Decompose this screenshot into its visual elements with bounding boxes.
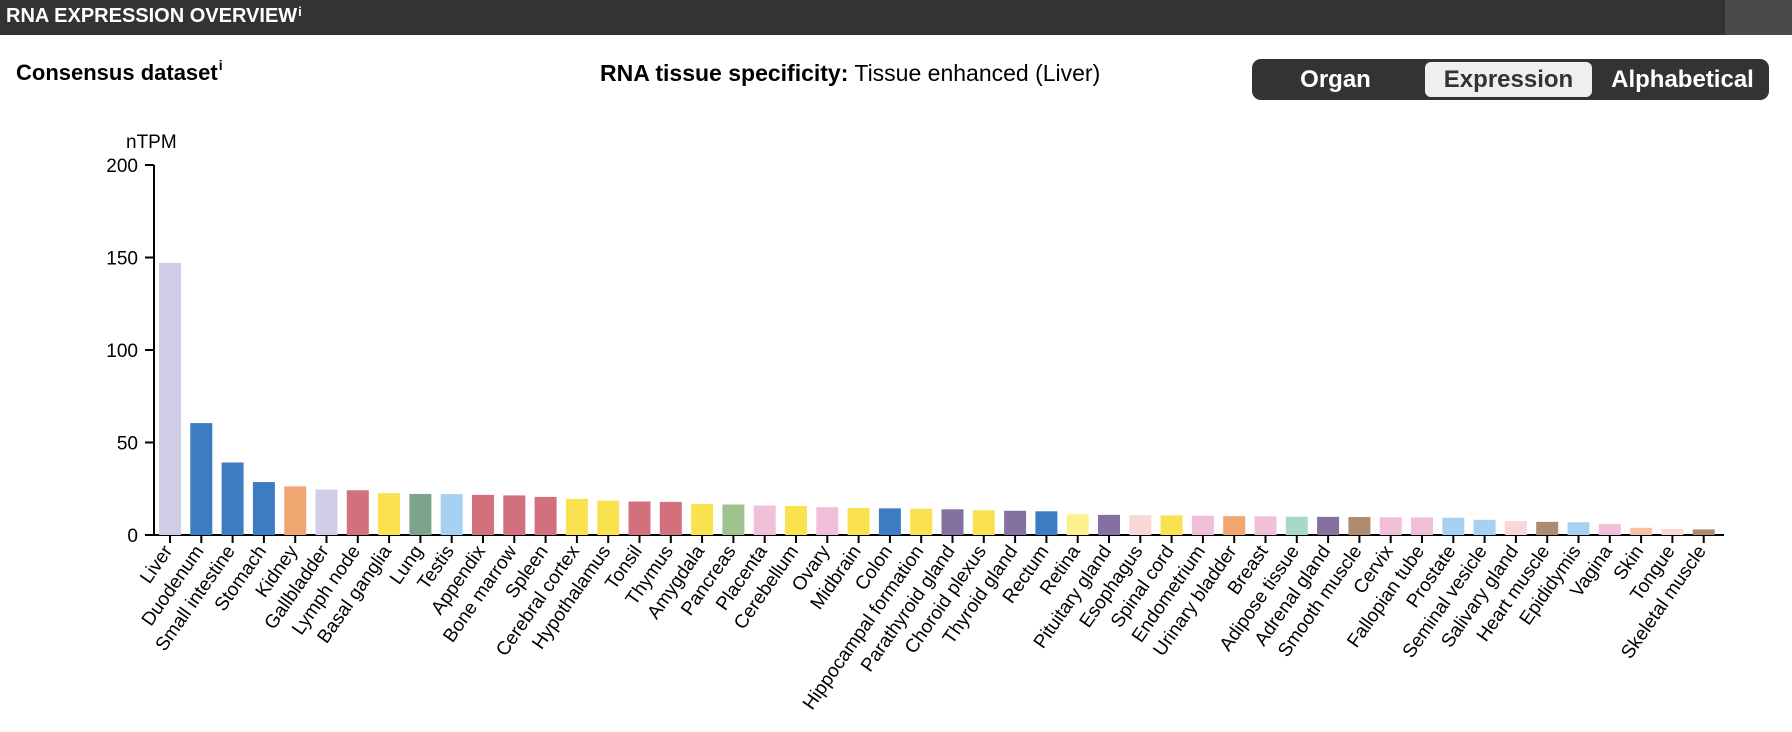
sort-option-organ[interactable]: Organ — [1300, 66, 1371, 93]
specificity-label: RNA tissue specificity: — [600, 60, 849, 86]
section-title: RNA EXPRESSION OVERVIEWi — [6, 4, 302, 27]
y-tick-label: 200 — [106, 156, 138, 177]
y-tick-label: 0 — [127, 526, 138, 547]
bar — [1692, 529, 1715, 535]
bar — [1567, 522, 1590, 535]
bar — [722, 504, 745, 535]
bar — [1598, 523, 1621, 535]
bar — [1630, 527, 1653, 535]
specificity-value: Tissue enhanced (Liver) — [854, 60, 1101, 86]
bar — [1254, 516, 1277, 535]
bar — [503, 495, 526, 535]
bar — [1160, 515, 1183, 535]
info-icon[interactable]: i — [298, 4, 302, 19]
bar — [565, 498, 588, 535]
bar — [1661, 529, 1684, 535]
bar — [472, 494, 494, 535]
bar — [878, 508, 901, 535]
bar — [941, 509, 964, 535]
bar — [159, 262, 181, 535]
header-corner-panel — [1725, 0, 1792, 35]
bar — [628, 501, 651, 535]
bar — [409, 493, 432, 535]
bar — [597, 500, 620, 535]
y-tick-label: 50 — [117, 434, 138, 455]
bar — [659, 501, 682, 535]
bar — [816, 507, 839, 535]
bar — [1317, 516, 1340, 535]
bar — [1098, 514, 1120, 535]
bar — [847, 507, 870, 535]
bar — [252, 482, 275, 535]
dataset-label: Consensus dataseti — [16, 57, 223, 85]
bar — [1191, 515, 1214, 535]
bar — [1379, 517, 1402, 535]
bar — [440, 494, 463, 535]
bar — [785, 505, 807, 535]
bar — [1066, 514, 1089, 535]
bar — [1035, 511, 1058, 535]
bar — [1411, 517, 1433, 535]
tissue-specificity: RNA tissue specificity: Tissue enhanced … — [600, 60, 1100, 87]
bar — [1536, 521, 1559, 535]
bar — [378, 493, 401, 535]
y-tick-label: 150 — [106, 249, 138, 270]
bar — [315, 489, 338, 535]
y-axis-label: nTPM — [126, 132, 177, 153]
bar — [346, 490, 369, 535]
bar — [753, 505, 776, 535]
dataset-info-icon[interactable]: i — [218, 57, 223, 73]
sort-option-expression[interactable]: Expression — [1425, 62, 1592, 97]
bar — [910, 508, 933, 535]
bar — [534, 496, 557, 535]
bar — [1348, 517, 1371, 535]
bar — [1442, 517, 1465, 535]
bar — [190, 423, 213, 535]
sort-option-alphabetical[interactable]: Alphabetical — [1611, 66, 1754, 93]
bar — [1473, 519, 1496, 535]
bar — [1004, 510, 1027, 535]
bar — [1285, 516, 1308, 535]
section-header: RNA EXPRESSION OVERVIEWi — [0, 0, 1792, 35]
sort-toggle: Organ Expression Alphabetical — [1252, 59, 1769, 100]
bar — [1129, 515, 1152, 535]
bar — [284, 486, 307, 535]
bar — [221, 462, 244, 535]
bar — [1504, 521, 1527, 535]
bar — [1223, 516, 1246, 535]
bar — [691, 503, 714, 535]
bar — [972, 510, 995, 535]
y-tick-label: 100 — [106, 341, 138, 362]
